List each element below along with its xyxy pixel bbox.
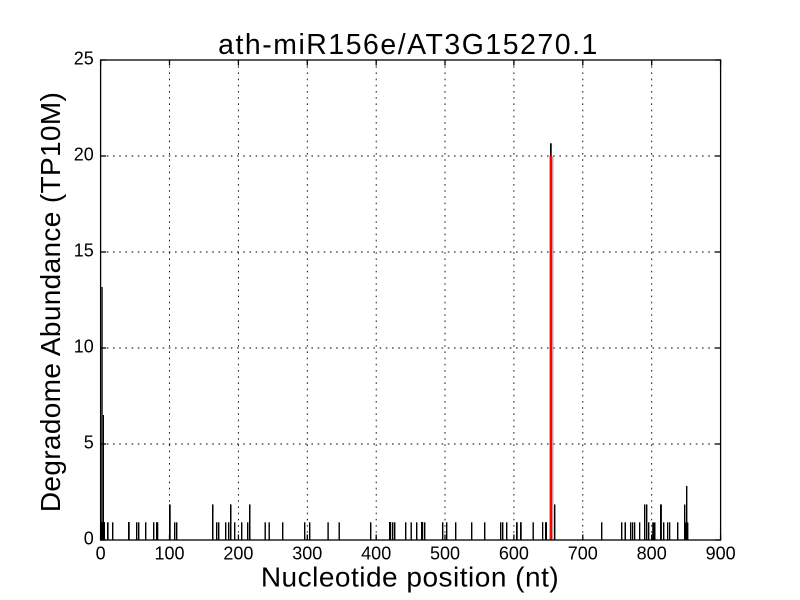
svg-text:Degradome Abundance (TP10M): Degradome Abundance (TP10M) <box>35 92 66 512</box>
svg-text:ath-miR156e/AT3G15270.1: ath-miR156e/AT3G15270.1 <box>218 29 599 61</box>
svg-text:900: 900 <box>706 544 736 564</box>
svg-text:0: 0 <box>96 544 106 564</box>
svg-text:Nucleotide position (nt): Nucleotide position (nt) <box>261 561 559 592</box>
svg-text:20: 20 <box>74 145 94 165</box>
svg-text:800: 800 <box>637 544 667 564</box>
svg-text:5: 5 <box>84 433 94 453</box>
svg-text:10: 10 <box>74 337 94 357</box>
svg-text:25: 25 <box>74 49 94 69</box>
svg-text:300: 300 <box>292 544 322 564</box>
svg-text:700: 700 <box>568 544 598 564</box>
svg-text:200: 200 <box>223 544 253 564</box>
svg-text:500: 500 <box>430 544 460 564</box>
svg-text:100: 100 <box>154 544 184 564</box>
svg-text:400: 400 <box>361 544 391 564</box>
svg-text:600: 600 <box>499 544 529 564</box>
svg-text:15: 15 <box>74 241 94 261</box>
svg-text:0: 0 <box>84 529 94 549</box>
